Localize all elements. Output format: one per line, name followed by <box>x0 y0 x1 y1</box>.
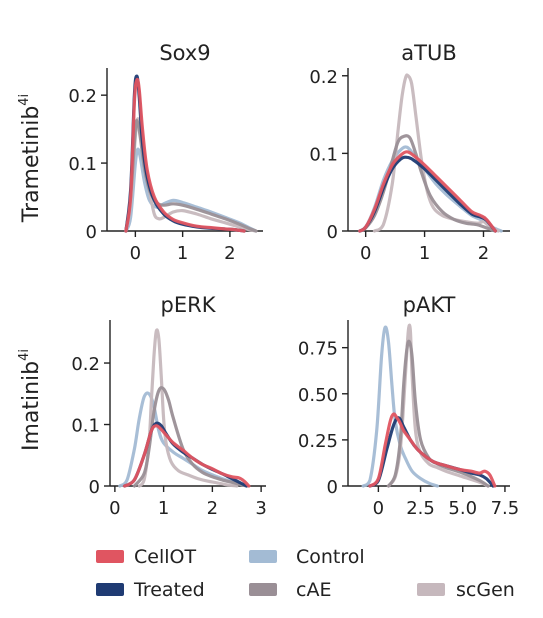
perk-xtick-label: 1 <box>158 498 169 519</box>
sox9-xtick-label: 1 <box>177 243 188 264</box>
perk-ytick-label: 0.2 <box>71 354 100 375</box>
panel-perk: pERK 0 0.1 0.2 0 1 2 3 <box>71 293 266 519</box>
sox9-curve-cae <box>124 119 258 233</box>
legend-swatch-cae <box>249 583 277 596</box>
legend: CellOT Control Treated cAE scGen <box>96 546 515 601</box>
legend-swatch-treated <box>96 583 124 596</box>
pakt-title: pAKT <box>403 293 456 317</box>
panel-pakt: pAKT 0 0.25 0.50 0.75 0 2.5 5.0 7.5 <box>298 293 519 519</box>
atub-curve-cellot <box>358 150 497 233</box>
pakt-xtick-label: 5.0 <box>448 498 477 519</box>
atub-xtick-label: 0 <box>360 243 371 264</box>
pakt-ytick-label: 0.75 <box>298 339 338 360</box>
atub-curve-cae <box>358 134 497 233</box>
legend-swatch-scgen <box>417 583 445 596</box>
svg-text:Trametinib4i: Trametinib4i <box>17 94 44 223</box>
sox9-title: Sox9 <box>159 41 210 65</box>
row-label-trametinib-text: Trametinib <box>19 106 44 223</box>
atub-ytick-label: 0.2 <box>309 67 338 88</box>
legend-swatch-control <box>249 550 277 563</box>
panel-atub: aTUB 0 0.1 0.2 0 1 2 <box>309 41 510 264</box>
atub-xtick-label: 2 <box>478 243 489 264</box>
pakt-xtick-label: 7.5 <box>491 498 520 519</box>
row-label-trametinib-sup: 4i <box>17 94 32 106</box>
sox9-ytick-label: 0.2 <box>68 86 97 107</box>
legend-label-cellot: CellOT <box>134 546 196 568</box>
atub-title: aTUB <box>401 41 456 65</box>
legend-label-cae: cAE <box>296 579 331 601</box>
pakt-xtick-label: 2.5 <box>406 498 435 519</box>
legend-label-scgen: scGen <box>456 579 515 601</box>
legend-swatch-cellot <box>96 550 124 563</box>
atub-ytick-label: 0.1 <box>309 144 338 165</box>
sox9-xtick-label: 2 <box>224 243 235 264</box>
perk-xtick-label: 2 <box>207 498 218 519</box>
sox9-xtick-label: 0 <box>130 243 141 264</box>
pakt-ytick-label: 0.50 <box>298 385 338 406</box>
row-label-trametinib: Trametinib4i <box>17 94 44 223</box>
legend-label-control: Control <box>296 546 365 568</box>
sox9-curve-cellot <box>124 77 246 233</box>
sox9-ytick-label: 0 <box>86 222 97 243</box>
row-label-imatinib: Imatinib4i <box>17 349 44 451</box>
perk-xtick-label: 0 <box>109 498 120 519</box>
legend-label-treated: Treated <box>133 579 205 601</box>
pakt-curve-control <box>361 325 439 488</box>
perk-ytick-label: 0 <box>89 477 100 498</box>
perk-curve-cellot <box>123 424 251 488</box>
svg-text:Imatinib4i: Imatinib4i <box>17 349 44 451</box>
perk-ytick-label: 0.1 <box>71 416 100 437</box>
sox9-ytick-label: 0.1 <box>68 154 97 175</box>
pakt-ytick-label: 0 <box>327 477 338 498</box>
perk-xtick-label: 3 <box>255 498 266 519</box>
pakt-ytick-label: 0.25 <box>298 431 338 452</box>
panel-sox9: Sox9 0 0.1 0.2 0 1 2 <box>68 41 263 264</box>
perk-title: pERK <box>161 293 217 317</box>
row-label-imatinib-sup: 4i <box>17 349 32 361</box>
pakt-xtick-label: 0 <box>373 498 384 519</box>
pakt-curve-cellot <box>368 412 497 488</box>
row-label-imatinib-text: Imatinib <box>19 361 44 451</box>
atub-ytick-label: 0 <box>327 222 338 243</box>
atub-xtick-label: 1 <box>419 243 430 264</box>
